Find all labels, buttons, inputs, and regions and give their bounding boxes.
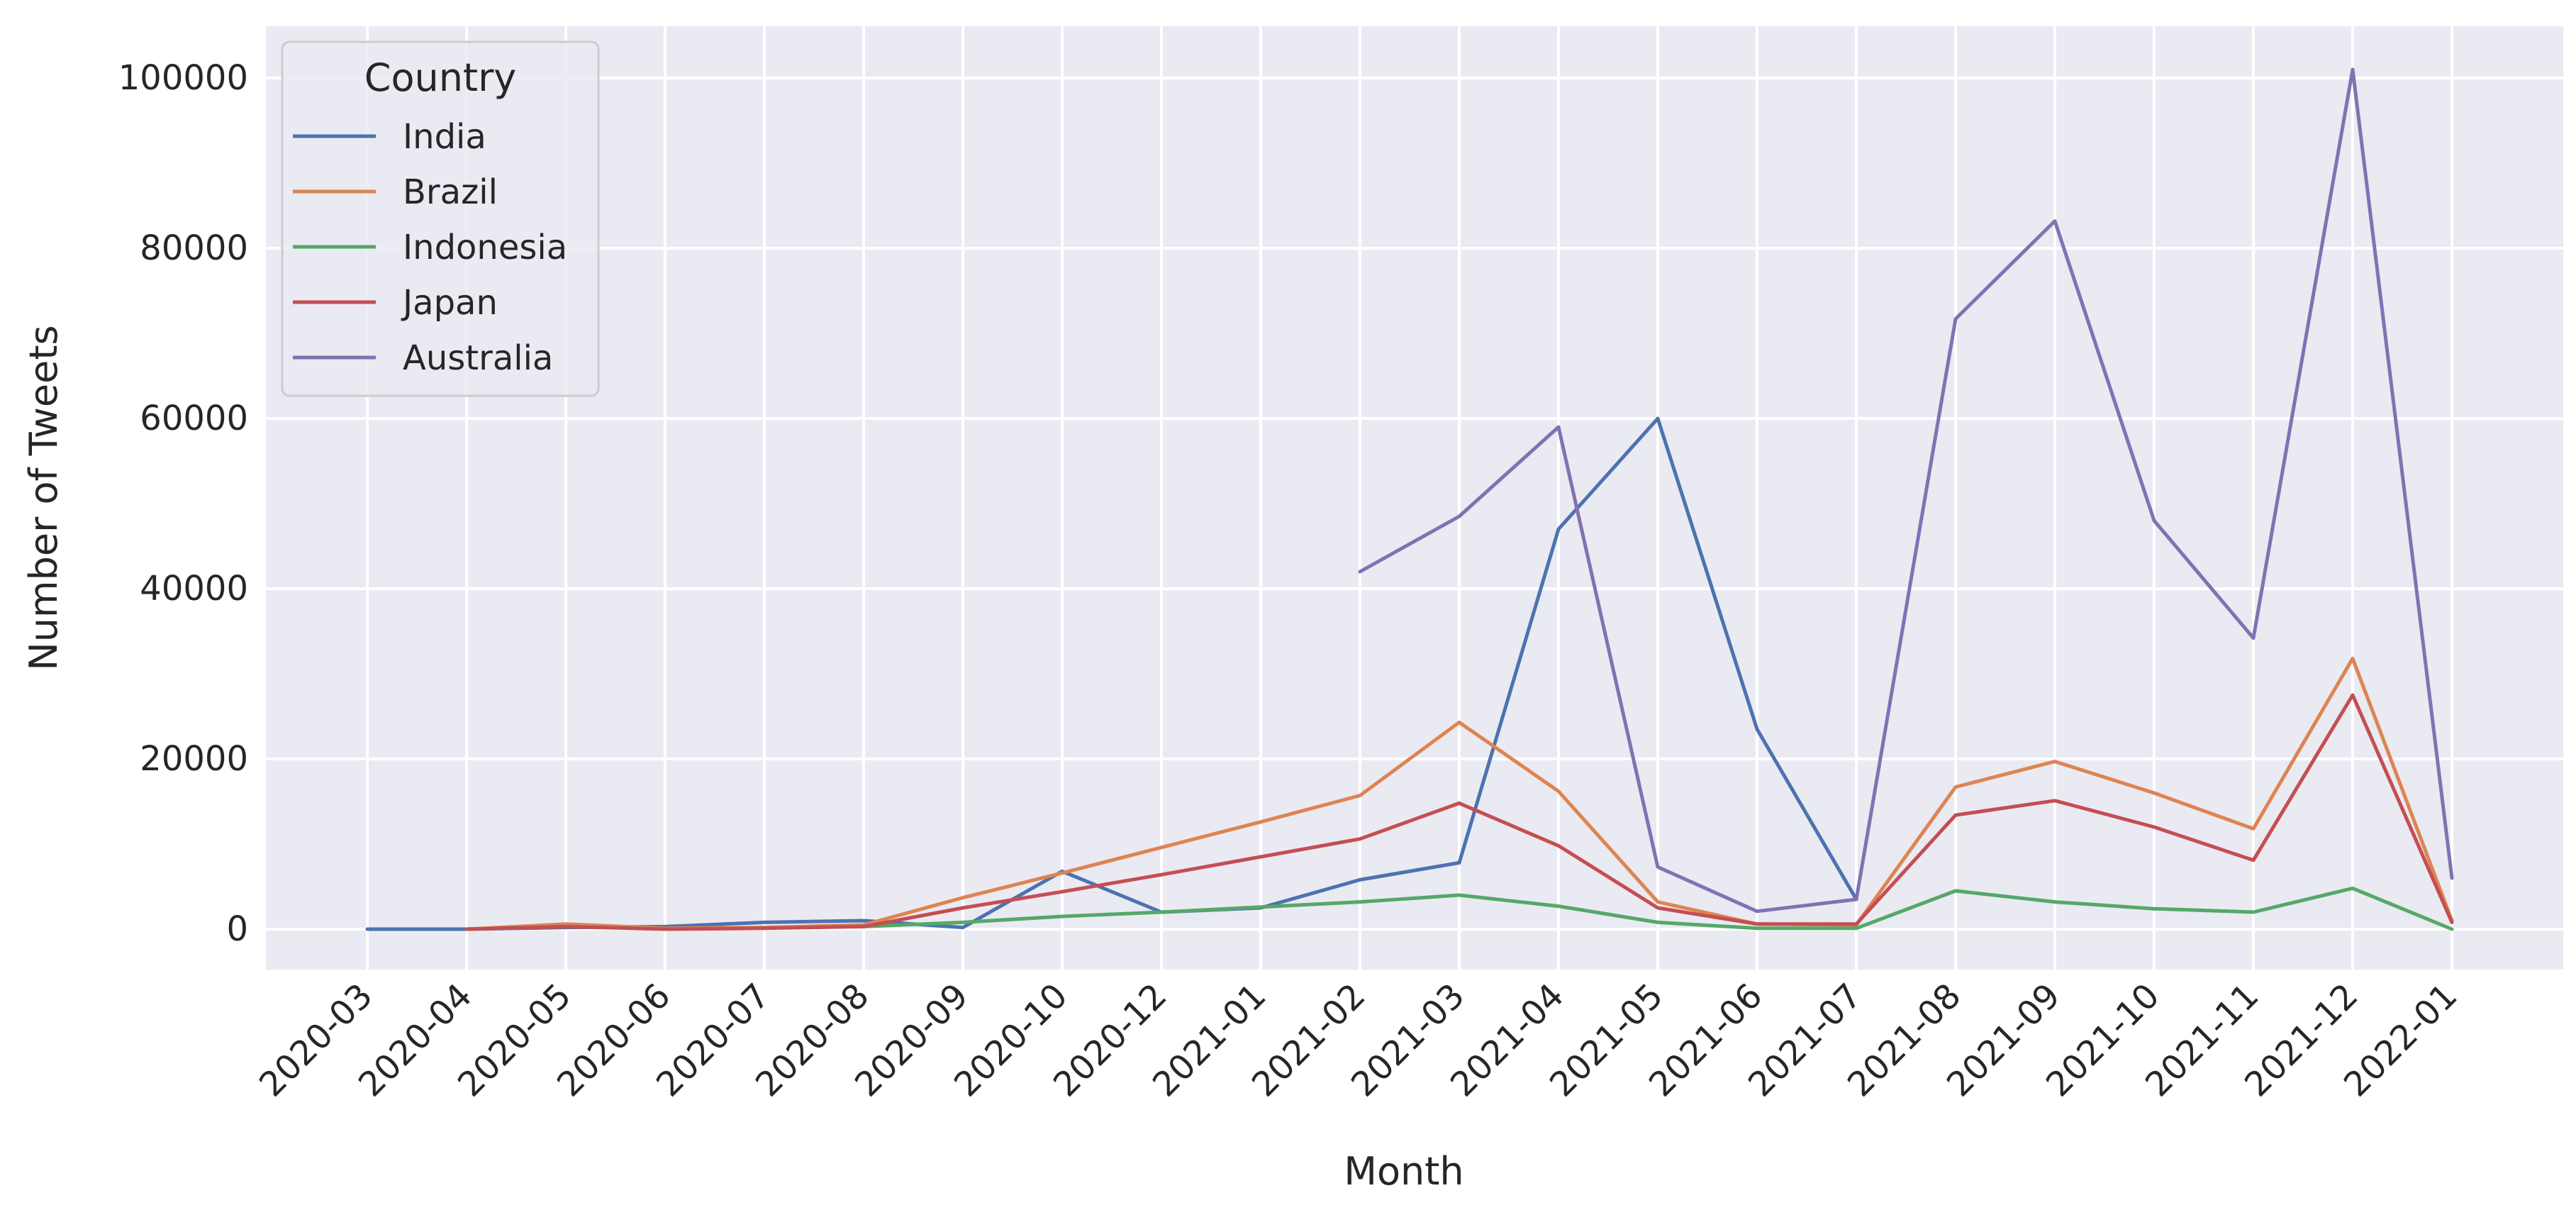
legend-label-australia: Australia <box>403 338 553 378</box>
y-tick-label: 60000 <box>140 399 248 438</box>
legend-title: Country <box>364 55 517 100</box>
series-lines <box>365 67 2454 931</box>
series-line-australia <box>1358 67 2454 914</box>
y-tick-label: 100000 <box>118 58 248 98</box>
plot-area <box>266 26 2563 970</box>
y-axis-label: Number of Tweets <box>21 325 66 670</box>
legend-label-brazil: Brazil <box>403 172 498 212</box>
y-tick-label: 80000 <box>140 228 248 268</box>
y-tick-label: 0 <box>226 909 248 949</box>
x-gridlines <box>366 26 2453 970</box>
legend-label-india: India <box>403 117 486 157</box>
y-tick-label: 20000 <box>140 739 248 779</box>
legend-label-japan: Japan <box>401 283 498 323</box>
x-tick-labels: 2020-032020-042020-052020-062020-072020-… <box>252 976 2465 1104</box>
legend: Country India Brazil Indonesia Japan Austral… <box>281 40 600 397</box>
y-tick-label: 40000 <box>140 569 248 609</box>
x-axis-label: Month <box>1344 1149 1463 1194</box>
legend-items: India Brazil Indonesia Japan Australia <box>293 117 567 378</box>
series-line-japan <box>464 693 2454 931</box>
legend-label-indonesia: Indonesia <box>403 228 567 267</box>
y-gridlines <box>266 77 2563 931</box>
y-tick-labels: 0 20000 40000 60000 80000 100000 <box>118 58 248 949</box>
series-line-indonesia <box>862 886 2454 931</box>
legend-box <box>281 40 600 397</box>
